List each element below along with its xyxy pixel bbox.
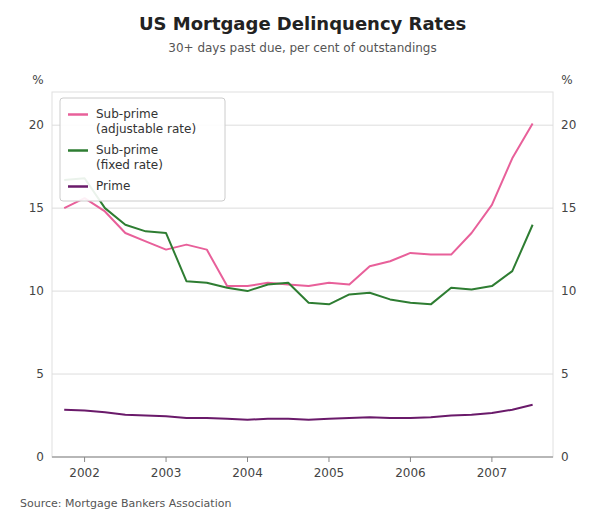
legend-swatch xyxy=(68,113,88,116)
title: US Mortgage Delinquency Rates xyxy=(139,13,466,34)
background xyxy=(0,0,605,519)
legend-box xyxy=(60,98,225,201)
legend-swatch xyxy=(68,149,88,152)
y2-tick-label: 5 xyxy=(561,367,569,381)
x-tick xyxy=(328,457,329,462)
x-tick xyxy=(84,457,85,462)
y-tick-label: 0 xyxy=(36,450,44,464)
x-axis-line xyxy=(52,457,553,458)
y2-tick-label: 10 xyxy=(561,284,576,298)
x-tick xyxy=(491,457,492,462)
y-tick-label: 5 xyxy=(36,367,44,381)
grid-line xyxy=(52,374,553,375)
legend-entry-line: Prime xyxy=(96,179,130,193)
y2-tick-label: 0 xyxy=(561,450,569,464)
y-axis-label: % xyxy=(32,73,43,87)
grid-line xyxy=(52,291,553,292)
x-tick-label: 2005 xyxy=(314,466,345,480)
grid-line xyxy=(52,457,553,458)
x-tick-label: 2007 xyxy=(477,466,508,480)
series-line xyxy=(64,124,532,287)
legend-entry: Sub-prime(fixed rate) xyxy=(96,143,163,172)
legend-entry-line: Sub-prime xyxy=(96,107,158,121)
legend-entry-line: (adjustable rate) xyxy=(96,122,196,136)
x-tick xyxy=(247,457,248,462)
series-group xyxy=(64,124,532,420)
y-tick-label: 15 xyxy=(29,201,44,215)
legend-entry: Prime xyxy=(96,179,130,193)
x-tick-label: 2006 xyxy=(395,466,426,480)
legend-entry-line: Sub-prime xyxy=(96,143,158,157)
legend-entry-line: (fixed rate) xyxy=(96,158,163,172)
y2-axis-label: % xyxy=(561,73,572,87)
legend-swatch xyxy=(68,185,88,188)
series-line xyxy=(64,405,532,420)
y2-tick-label: 20 xyxy=(561,118,576,132)
legend-entry: Sub-prime(adjustable rate) xyxy=(96,107,196,136)
chart: US Mortgage Delinquency Rates 30+ days pa… xyxy=(0,0,605,519)
legend: Sub-prime(adjustable rate)Sub-prime(fixe… xyxy=(60,98,225,201)
x-tick xyxy=(410,457,411,462)
x-tick-label: 2004 xyxy=(232,466,263,480)
y-tick-label: 20 xyxy=(29,118,44,132)
source: Source: Mortgage Bankers Association xyxy=(20,497,231,510)
x-tick xyxy=(166,457,167,462)
plot-frame xyxy=(52,92,553,457)
y2-tick-label: 15 xyxy=(561,201,576,215)
subtitle: 30+ days past due, per cent of outstandi… xyxy=(168,41,436,55)
grid-line xyxy=(52,208,553,209)
x-tick-label: 2002 xyxy=(69,466,100,480)
x-tick-label: 2003 xyxy=(151,466,182,480)
y-tick-label: 10 xyxy=(29,284,44,298)
